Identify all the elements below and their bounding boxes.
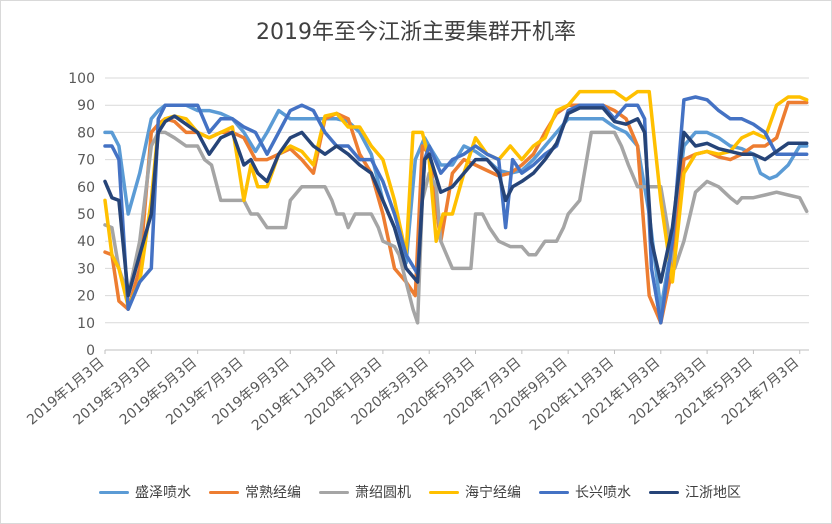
legend-label: 江浙地区	[685, 485, 741, 501]
y-tick-label: 100	[68, 71, 95, 87]
series-line-5	[103, 95, 809, 325]
legend-item: 海宁经编	[429, 482, 521, 502]
x-tick-label: 2020年11月3日	[527, 355, 617, 434]
legend-label: 常熟经编	[245, 485, 301, 501]
y-tick-label: 80	[77, 125, 95, 141]
legend-item: 萧绍圆机	[319, 482, 411, 502]
legend-item: 长兴喷水	[539, 482, 631, 502]
chart-title: 2019年至今江浙主要集群开机率	[256, 20, 576, 45]
y-tick-label: 90	[77, 98, 95, 114]
series-line-4	[103, 89, 809, 309]
y-tick-label: 60	[77, 180, 95, 196]
legend-label: 盛泽喷水	[135, 485, 191, 501]
legend-item: 盛泽喷水	[99, 482, 191, 502]
legend-label: 长兴喷水	[575, 485, 631, 501]
y-tick-label: 10	[77, 316, 95, 332]
legend-label: 海宁经编	[465, 485, 521, 501]
x-tick-label: 2019年11月3日	[249, 355, 339, 434]
legend-swatch	[209, 490, 239, 494]
y-tick-label: 40	[77, 234, 95, 250]
legend-swatch	[539, 490, 569, 494]
legend-swatch	[99, 490, 129, 494]
y-tick-label: 70	[77, 153, 95, 169]
legend-item: 常熟经编	[209, 482, 301, 502]
y-tick-label: 0	[86, 343, 95, 359]
y-tick-label: 20	[77, 289, 95, 305]
x-tick-label: 2019年1月3日	[24, 355, 107, 429]
series-line-6	[103, 106, 809, 298]
legend-item: 江浙地区	[649, 482, 741, 502]
chart-legend: 盛泽喷水 常熟经编 萧绍圆机 海宁经编 长兴喷水 江浙地区	[40, 482, 800, 502]
y-tick-label: 30	[77, 261, 95, 277]
legend-swatch	[319, 490, 349, 494]
y-tick-label: 50	[77, 207, 95, 223]
legend-label: 萧绍圆机	[355, 485, 411, 501]
legend-swatch	[429, 490, 459, 494]
legend-swatch	[649, 490, 679, 494]
